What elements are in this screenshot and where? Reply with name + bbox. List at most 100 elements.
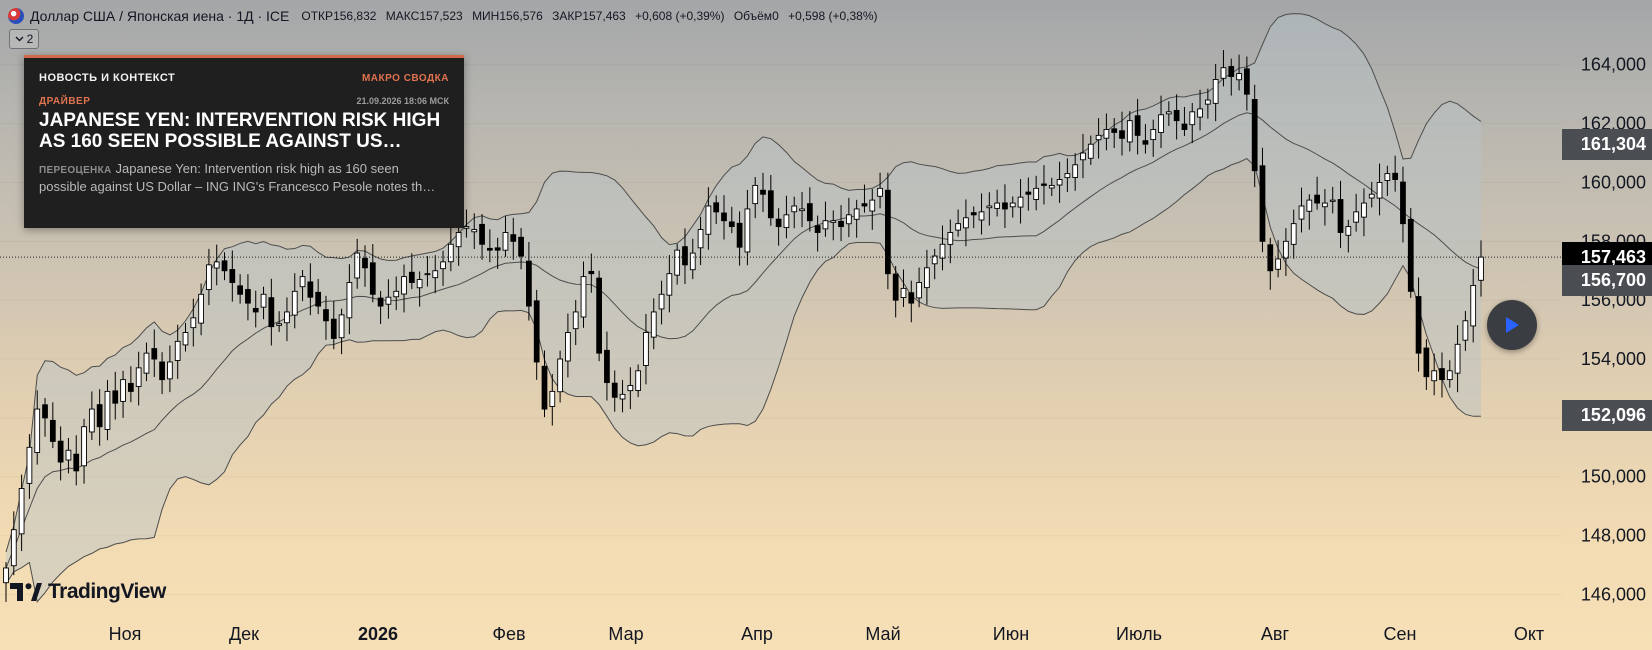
news-body-prefix: ПЕРЕОЦЕНКА (39, 165, 112, 176)
candle-body (1126, 120, 1133, 143)
tradingview-logo[interactable]: TradingView (10, 580, 166, 604)
candle-body (588, 270, 595, 275)
band-lower-line (5, 158, 1482, 603)
candle-body (26, 446, 33, 484)
candle-body (1204, 99, 1211, 105)
candle-body (1361, 202, 1367, 218)
candle-body (245, 289, 251, 304)
candle-body (104, 390, 111, 430)
candle-body (1165, 111, 1172, 115)
ohlc-high: МАКС157,523 (385, 9, 463, 23)
candle-body (533, 300, 540, 363)
play-icon (1506, 317, 1519, 333)
candle-body (557, 358, 563, 393)
candle-body (315, 291, 322, 307)
news-card[interactable]: НОВОСТЬ И КОНТЕКСТ МАКРО СВОДКА ДРАЙВЕР … (24, 55, 464, 228)
symbol-legend[interactable]: Доллар США / Японская иена · 1Д · ICE ОТ… (8, 6, 884, 26)
candle-body (627, 385, 634, 392)
candle-body (689, 252, 696, 271)
candle-body (1400, 181, 1406, 225)
candle-body (619, 393, 626, 400)
candle-body (799, 208, 805, 212)
candle-body (3, 567, 9, 584)
candle-body (237, 285, 243, 295)
candle-body (416, 279, 423, 289)
candle-body (908, 292, 915, 304)
candle-body (167, 361, 173, 380)
candle-body (486, 247, 493, 251)
candle-body (276, 323, 283, 326)
candle-body (1306, 199, 1313, 212)
volume-value: Объём0 (733, 9, 779, 23)
candle-body (1087, 143, 1094, 159)
candle-body (721, 212, 727, 222)
candle-body (198, 293, 204, 324)
candle-body (1228, 66, 1235, 77)
candle-body (73, 453, 80, 472)
candle-body (57, 440, 64, 463)
candle-body (1033, 187, 1040, 200)
price-change: +0,608 (+0,39%) (635, 9, 725, 23)
y-tick-label: 154,000 (1581, 349, 1646, 369)
candle-body (955, 223, 961, 231)
candle-body (838, 220, 844, 228)
candle-body (1446, 370, 1453, 381)
candle-body (572, 311, 579, 330)
candle-body (510, 234, 517, 242)
symbol-title[interactable]: Доллар США / Японская иена · 1Д · ICE (30, 8, 290, 24)
news-timestamp: 21.09.2026 18:06 МСК (356, 96, 449, 106)
logo-text: TradingView (48, 580, 166, 603)
y-tick-label: 162,000 (1581, 114, 1646, 134)
candle-body (424, 273, 431, 276)
candle-body (1009, 202, 1016, 208)
candle-body (432, 270, 439, 279)
candle-body (900, 287, 907, 299)
candle-body (697, 229, 704, 249)
replay-play-button[interactable] (1487, 300, 1537, 350)
candle-body (34, 408, 41, 453)
candle-body (1072, 164, 1079, 178)
candle-body (643, 332, 649, 366)
x-tick-label: Авг (1261, 624, 1290, 644)
candle-body (346, 282, 353, 319)
candle-body (845, 214, 852, 225)
candle-body (1454, 343, 1461, 374)
candle-body (767, 190, 774, 219)
candle-body (182, 332, 189, 346)
candle-body (1017, 196, 1024, 208)
ohlc-low: МИН156,576 (472, 9, 543, 23)
candle-body (330, 318, 337, 339)
candle-body (1173, 109, 1180, 122)
x-tick-label: Май (865, 624, 900, 644)
candle-body (892, 273, 899, 301)
candle-body (713, 202, 720, 213)
candle-body (526, 260, 532, 307)
candle-body (377, 297, 384, 307)
candle-body (1392, 172, 1399, 180)
y-tick-label: 150,000 (1581, 467, 1646, 487)
candle-body (611, 382, 618, 398)
candle-body (112, 390, 119, 404)
x-tick-label: Мар (608, 624, 643, 644)
candle-body (939, 243, 946, 259)
candle-body (916, 282, 922, 299)
candle-body (869, 199, 876, 212)
candle-body (206, 264, 212, 291)
news-headline[interactable]: JAPANESE YEN: INTERVENTION RISK HIGH AS … (39, 110, 441, 152)
candle-body (744, 208, 751, 253)
candle-body (252, 307, 259, 313)
x-tick-label: Июль (1116, 624, 1162, 644)
candle-body (1212, 79, 1219, 104)
news-body-text: Japanese Yen: Intervention risk high as … (39, 161, 436, 194)
candle-series (3, 50, 1484, 602)
candle-body (338, 314, 345, 339)
candle-body (705, 205, 712, 235)
candle-body (1236, 73, 1242, 81)
indicators-toggle-button[interactable]: 2 (9, 29, 39, 49)
candle-body (190, 317, 197, 329)
time-axis[interactable]: Ноя Дек 2026 Фев Мар Апр Май Июн Июль Авг Сен Окт (109, 624, 1545, 644)
candle-body (81, 426, 87, 467)
candle-body (1142, 140, 1149, 145)
